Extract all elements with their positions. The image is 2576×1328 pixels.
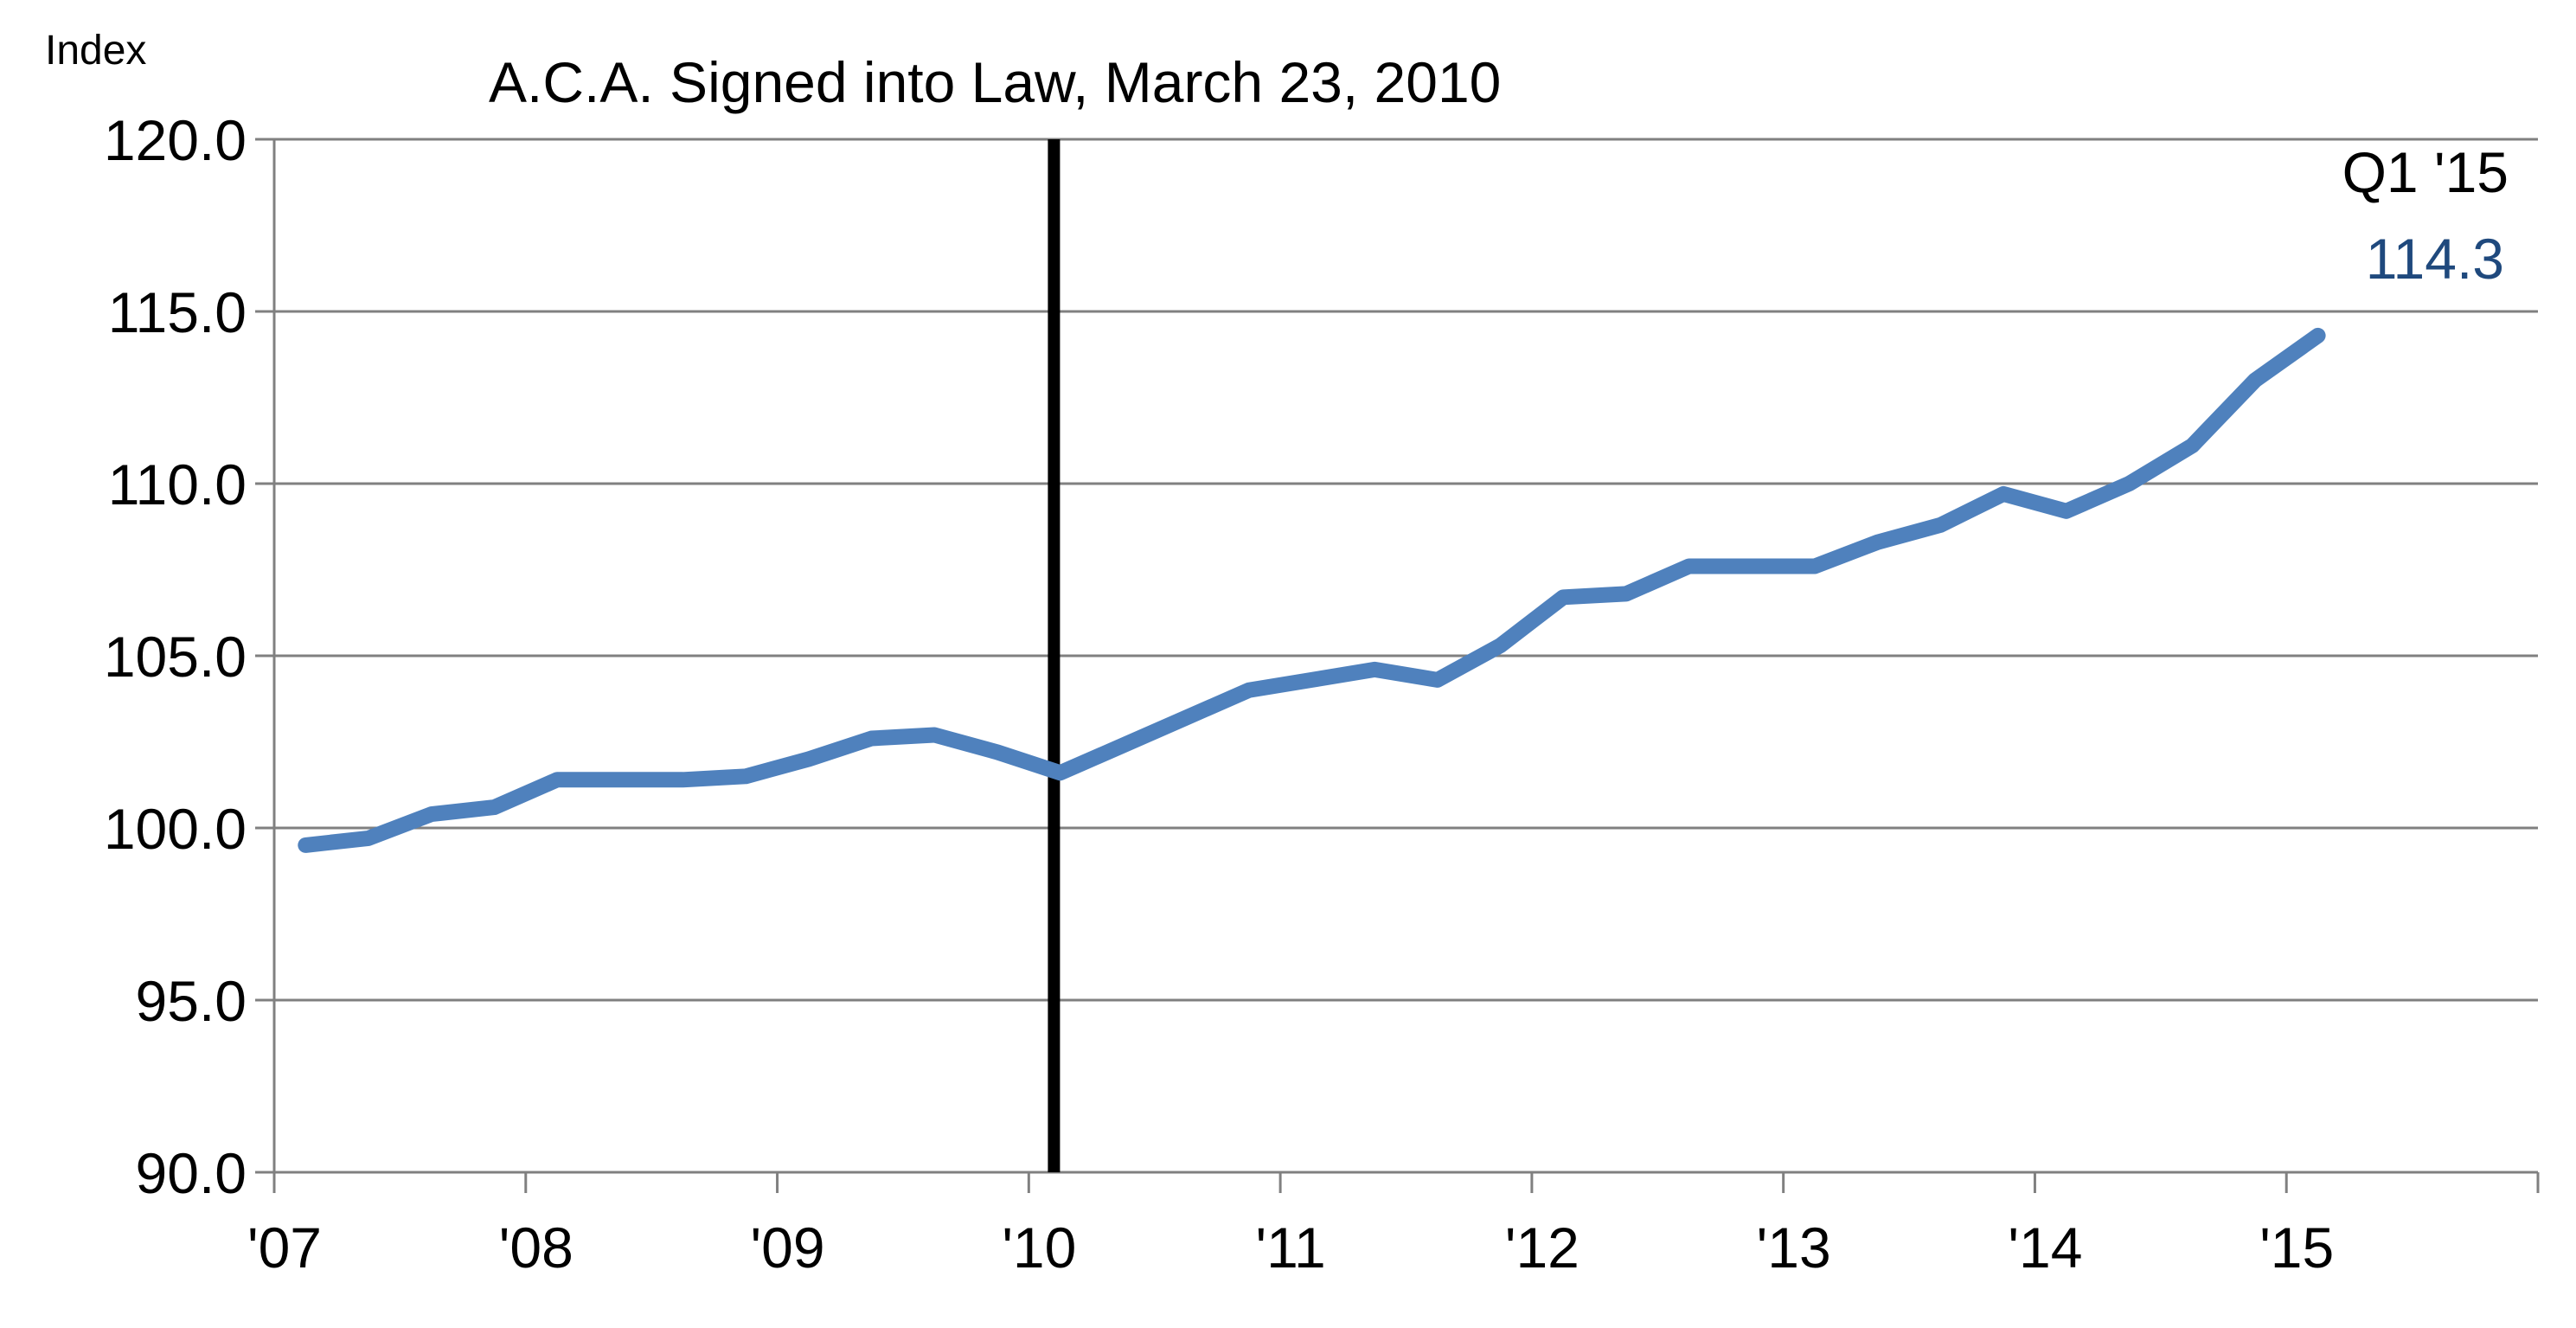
y-tick-label: 100.0 <box>104 797 247 861</box>
y-axis-label: Index <box>45 28 146 74</box>
x-tick-label: '15 <box>2259 1216 2334 1280</box>
y-tick-label: 110.0 <box>108 452 247 516</box>
x-tick-label: '09 <box>751 1216 825 1280</box>
y-tick-label: 90.0 <box>136 1141 247 1205</box>
y-tick-label: 95.0 <box>136 969 247 1033</box>
end-period-label: Q1 '15 <box>2342 140 2509 204</box>
series-layer <box>298 327 2326 853</box>
x-tick-label: '11 <box>1256 1216 1326 1280</box>
labels: Index A.C.A. Signed into Law, March 23, … <box>45 28 2509 291</box>
x-tick-label: '07 <box>247 1216 322 1280</box>
y-tick-label: 105.0 <box>104 625 247 689</box>
x-tick-label: '14 <box>2008 1216 2082 1280</box>
series-line <box>298 327 2326 853</box>
axes: 90.0 95.0 100.0 105.0 110.0 115.0 120.0 '07 '08 '… <box>104 108 2540 1280</box>
end-value-label: 114.3 <box>2366 227 2504 291</box>
x-tick-label: '13 <box>1757 1216 1831 1280</box>
x-tick-label: '08 <box>499 1216 574 1280</box>
x-tick-label: '10 <box>1002 1216 1076 1280</box>
y-tick-label: 120.0 <box>104 108 247 172</box>
y-tick-label: 115.0 <box>108 280 247 344</box>
event-annotation: A.C.A. Signed into Law, March 23, 2010 <box>489 50 1501 114</box>
gridlines <box>274 138 2538 1002</box>
x-tick-label: '12 <box>1505 1216 1580 1280</box>
